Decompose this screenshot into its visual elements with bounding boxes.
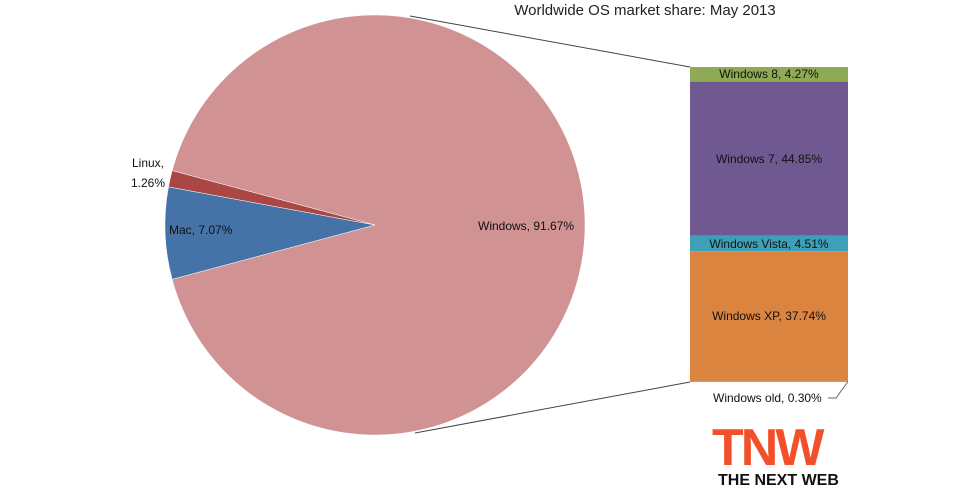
logo-mark: TNW	[712, 419, 824, 477]
data-label: Windows, 91.67%	[478, 219, 575, 233]
pie-slice	[171, 14, 586, 436]
bar-segment	[690, 81, 848, 236]
logo-tagline: THE NEXT WEB	[718, 472, 839, 489]
bar-segment	[690, 67, 848, 82]
data-label: Linux, 1.26%	[130, 156, 166, 190]
bar-segment	[690, 380, 848, 382]
data-label: Windows 7, 44.85%	[715, 151, 823, 166]
data-label: Windows 8, 4.27%	[719, 67, 819, 82]
connector-line	[414, 381, 691, 434]
bar-segment	[690, 251, 848, 381]
pie-slice	[168, 170, 376, 226]
connector-line	[409, 15, 691, 68]
data-label: Windows old, 0.30%	[713, 391, 822, 405]
data-label: Windows Vista, 4.51%	[709, 236, 829, 251]
data-label: Mac, 7.07%	[169, 223, 233, 237]
chart-title: Worldwide OS market share: May 2013	[514, 2, 776, 19]
bar-segment	[690, 235, 848, 252]
data-label: Windows XP, 37.74%	[712, 309, 826, 324]
leader-line	[828, 381, 849, 399]
